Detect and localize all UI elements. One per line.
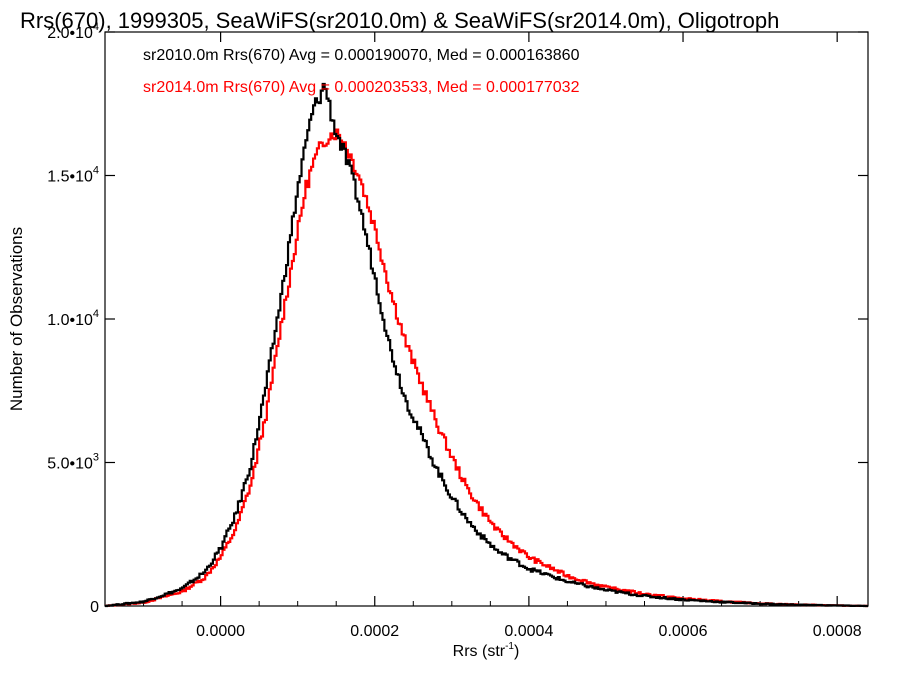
x-tick-label: 0.0002 [350, 623, 399, 640]
y-tick-label: 1.0•104 [47, 308, 99, 329]
y-tick-label: 1.5•104 [47, 165, 99, 186]
y-tick-label: 0 [90, 599, 99, 616]
y-axis-label: Number of Observations [7, 227, 26, 411]
series-line-sr2014-0m [105, 128, 868, 608]
y-axis: 0 5.0•103 1.0•104 1.5•104 2.0•104 [47, 21, 868, 616]
plot-series [105, 82, 868, 608]
y-tick-label: 5.0•103 [47, 452, 99, 473]
series-line-sr2010-0m [105, 82, 868, 608]
x-tick-label: 0.0006 [659, 623, 708, 640]
legend-entry-sr2010: sr2010.0m Rrs(670) Avg = 0.000190070, Me… [143, 47, 580, 64]
x-tick-label: 0.0008 [813, 623, 862, 640]
x-axis-label: Rrs (str-1) [453, 641, 520, 660]
legend-entry-sr2014: sr2014.0m Rrs(670) Avg = 0.000203533, Me… [143, 79, 580, 96]
x-axis: 0.0000 0.0002 0.0004 0.0006 0.0008 [143, 32, 862, 640]
x-tick-label: 0.0000 [196, 623, 245, 640]
x-tick-label: 0.0004 [504, 623, 553, 640]
plot-frame [104, 31, 869, 607]
y-tick-label: 2.0•104 [47, 21, 99, 42]
chart-title: Rrs(670), 1999305, SeaWiFS(sr2010.0m) & … [20, 8, 779, 33]
